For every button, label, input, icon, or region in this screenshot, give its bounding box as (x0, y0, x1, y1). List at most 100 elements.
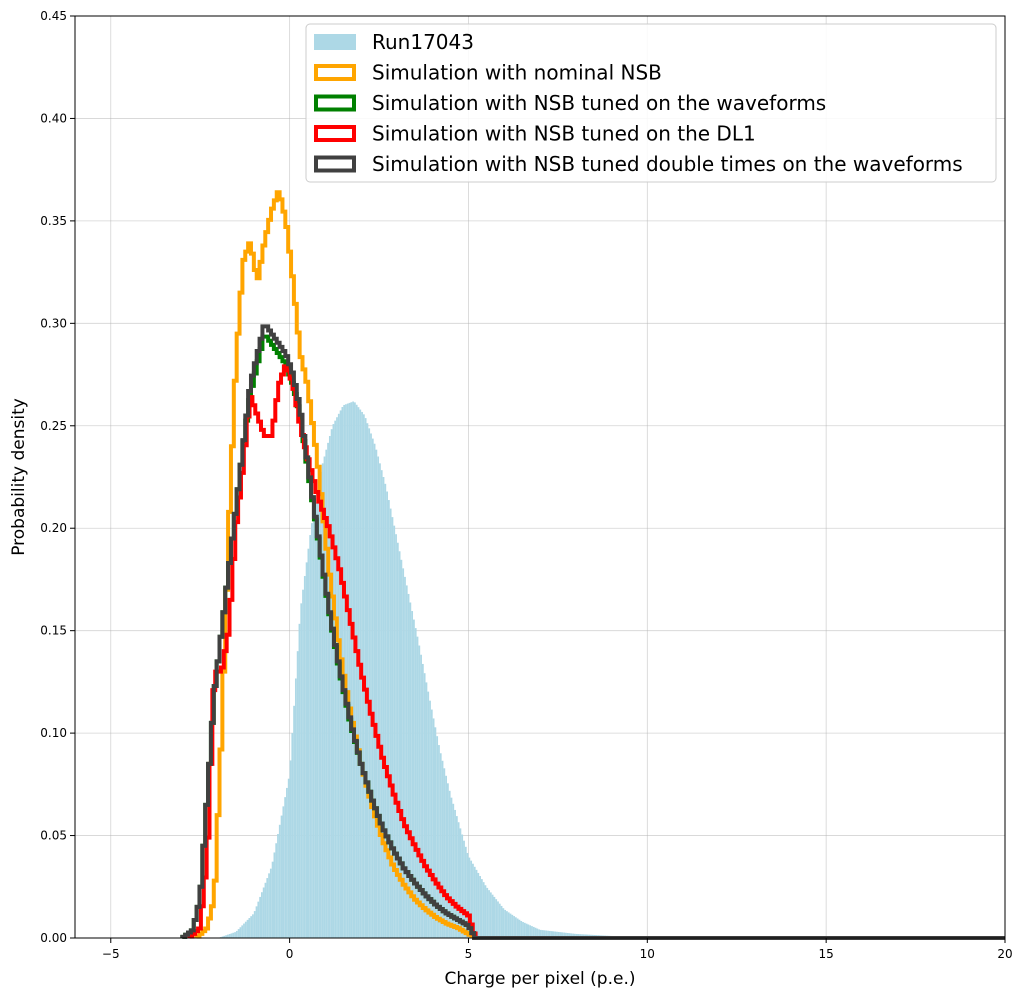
histogram-bar (331, 429, 333, 938)
histogram-bar (504, 910, 506, 938)
histogram-bar (377, 457, 379, 938)
histogram-bar (508, 912, 510, 938)
histogram-bar (240, 927, 242, 938)
y-tick-label: 0.35 (40, 214, 67, 228)
histogram-bar (522, 922, 524, 938)
histogram-bar (517, 919, 519, 938)
histogram-bar (420, 655, 422, 938)
y-tick-label: 0.10 (40, 726, 67, 740)
histogram-bar (390, 509, 392, 938)
histogram-bar (227, 935, 229, 938)
histogram-bar (261, 892, 263, 938)
histogram-bar (263, 887, 265, 938)
histogram-bar (502, 908, 504, 938)
histogram-bar (488, 890, 490, 938)
histogram-bar (286, 788, 288, 938)
histogram-bar (257, 902, 259, 938)
histogram-bar (510, 914, 512, 938)
histogram-bar (374, 444, 376, 938)
legend-label: Simulation with NSB tuned on the DL1 (372, 122, 756, 146)
histogram-bar (408, 594, 410, 938)
histogram-bar (368, 428, 370, 938)
histogram-bar (381, 470, 383, 938)
histogram-bar (247, 920, 249, 938)
histogram-bar (413, 620, 415, 938)
histogram-bar (245, 922, 247, 938)
histogram-bar (295, 678, 297, 938)
histogram-bar (334, 421, 336, 938)
histogram-bar (231, 933, 233, 938)
histogram-bar (277, 834, 279, 938)
histogram-bar (272, 862, 274, 938)
histogram-bar (526, 924, 528, 938)
histogram-bar (299, 624, 301, 938)
histogram-bar (282, 806, 284, 938)
histogram-bar (297, 651, 299, 938)
legend-label: Simulation with NSB tuned double times o… (372, 152, 963, 176)
x-tick-label: −5 (102, 947, 120, 961)
histogram-bar (352, 402, 354, 938)
histogram-bar (395, 534, 397, 938)
histogram-bar (234, 932, 236, 938)
histogram-bar (392, 517, 394, 938)
histogram-bar (243, 924, 245, 938)
histogram-bar (281, 816, 283, 938)
histogram-bar (256, 906, 258, 938)
histogram-bar (375, 450, 377, 938)
histogram-bar (524, 923, 526, 938)
histogram-bar (293, 706, 295, 938)
histogram-bar (386, 492, 388, 938)
histogram-bar (513, 916, 515, 938)
histogram-bar (349, 403, 351, 938)
histogram-bar (329, 436, 331, 938)
histogram-bar (490, 892, 492, 938)
histogram-bar (379, 463, 381, 938)
histogram-bars (218, 402, 1005, 938)
y-tick-label: 0.20 (40, 521, 67, 535)
histogram-bar (520, 921, 522, 938)
histogram-bar (302, 590, 304, 938)
histogram-bar (418, 646, 420, 938)
histogram-bar (304, 576, 306, 938)
y-tick-label: 0.00 (40, 931, 67, 945)
x-tick-label: 0 (286, 947, 294, 961)
histogram-bar (358, 407, 360, 938)
histogram-bar (411, 611, 413, 938)
histogram-bar (279, 825, 281, 938)
histogram-bar (268, 873, 270, 938)
x-tick-label: 20 (997, 947, 1012, 961)
histogram-bar (494, 897, 496, 938)
histogram-bar (515, 917, 517, 938)
histogram-bar (481, 879, 483, 938)
legend-label: Simulation with NSB tuned on the wavefor… (372, 91, 826, 115)
histogram-bar (254, 911, 256, 938)
histogram-bar (506, 911, 508, 938)
legend-swatch (314, 34, 356, 50)
histogram-bar (266, 878, 268, 938)
histogram-bar (356, 405, 358, 938)
histogram-bar (483, 882, 485, 938)
histogram-bar (479, 876, 481, 938)
histogram-bar (501, 906, 503, 938)
histogram-bar (336, 417, 338, 938)
histogram-bar (477, 873, 479, 938)
y-tick-label: 0.25 (40, 419, 67, 433)
histogram-bar (322, 463, 324, 938)
histogram-bar (315, 503, 317, 938)
x-tick-label: 5 (465, 947, 473, 961)
histogram-bar (248, 918, 250, 938)
histogram-bar (291, 733, 293, 938)
histogram-bar (519, 920, 521, 938)
histogram-bar (372, 439, 374, 938)
histogram-bar (417, 637, 419, 938)
histogram-bar (486, 888, 488, 938)
y-tick-label: 0.30 (40, 316, 67, 330)
histogram-bar (422, 664, 424, 938)
y-tick-label: 0.40 (40, 111, 67, 125)
histogram-bar (350, 402, 352, 938)
histogram-bar (250, 916, 252, 938)
histogram-bar (415, 628, 417, 938)
histogram-bar (333, 424, 335, 938)
y-tick-label: 0.45 (40, 9, 67, 23)
